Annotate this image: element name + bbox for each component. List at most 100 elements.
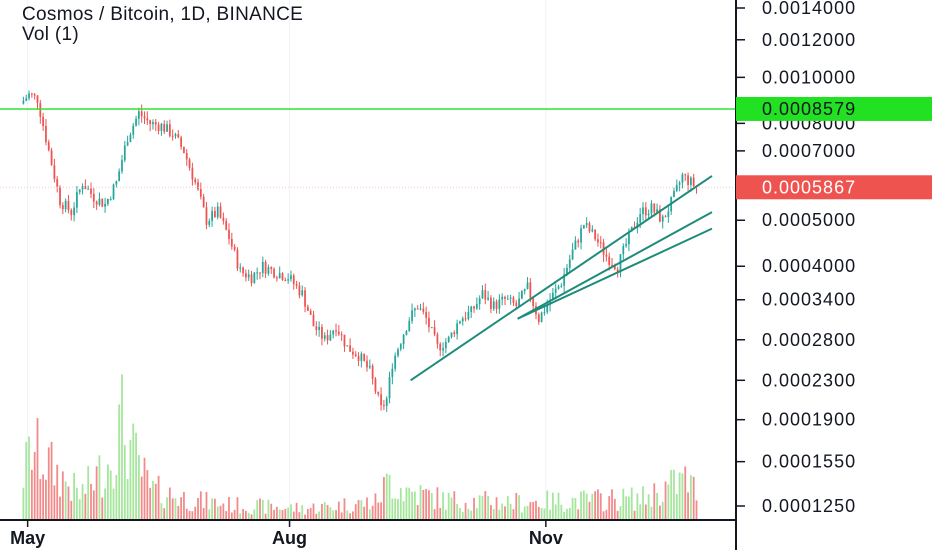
- volume-bar: [540, 507, 543, 521]
- trendline-1[interactable]: [410, 175, 713, 382]
- candle-body: [484, 290, 487, 300]
- volume-bar: [140, 476, 143, 521]
- volume-bar: [337, 501, 340, 521]
- volume-bar: [197, 497, 199, 521]
- volume-bar: [464, 502, 467, 521]
- volume-bar: [177, 505, 180, 521]
- candle-body: [157, 124, 160, 131]
- volume-bar: [383, 477, 385, 521]
- candle-body: [515, 302, 518, 307]
- candle-body: [444, 341, 447, 349]
- volume-bar: [45, 479, 47, 521]
- candle-body: [267, 267, 270, 274]
- trendlines[interactable]: [410, 175, 713, 382]
- trendline-3[interactable]: [517, 227, 713, 320]
- candle-body: [597, 239, 599, 243]
- candle-body: [346, 345, 349, 347]
- price-tick-label: 0.0010000: [762, 67, 856, 87]
- volume-bar: [154, 483, 157, 521]
- volume-bar: [290, 504, 292, 521]
- candle-body: [678, 182, 681, 185]
- candle-body: [154, 122, 157, 125]
- support-level-badge-label: 0.0008579: [762, 99, 856, 119]
- candle-body: [422, 308, 425, 312]
- candle-body: [216, 206, 219, 217]
- candle-body: [343, 334, 346, 347]
- volume-bar: [281, 510, 284, 521]
- volume-bar: [228, 496, 230, 521]
- volume-bar: [98, 455, 101, 521]
- candle-body: [628, 231, 630, 245]
- candle-body: [222, 217, 225, 221]
- candle-body: [622, 245, 625, 255]
- volume-bar: [194, 506, 197, 521]
- volume-bar: [95, 466, 98, 521]
- volume-bar: [490, 505, 492, 521]
- candle-body: [104, 203, 106, 207]
- volume-bar: [526, 505, 529, 521]
- candle-body: [377, 391, 380, 395]
- candle-body: [256, 272, 259, 274]
- volume-bar: [650, 506, 653, 521]
- volume-bar: [28, 436, 30, 521]
- volume-bar: [636, 493, 639, 521]
- price-tick-label: 0.0002300: [762, 370, 856, 390]
- candle-body: [214, 211, 216, 217]
- candle-body: [315, 326, 318, 330]
- candle-body: [185, 152, 188, 160]
- volume-bar: [250, 514, 253, 521]
- volume-bar: [625, 496, 627, 521]
- candle-body: [47, 142, 50, 151]
- volume-bar: [42, 474, 45, 521]
- candles: [22, 90, 698, 412]
- candle-body: [521, 291, 523, 299]
- volume-bar: [329, 507, 332, 521]
- candle-body: [304, 290, 306, 307]
- candle-body: [540, 312, 543, 323]
- candle-body: [298, 285, 301, 296]
- volume-bar: [647, 494, 650, 521]
- candle-body: [81, 186, 84, 190]
- candle-body: [402, 334, 405, 345]
- price-tick-label: 0.0014000: [762, 0, 856, 18]
- volume-bar: [202, 507, 205, 521]
- candle-body: [67, 200, 70, 211]
- candle-body: [278, 273, 281, 279]
- volume-bar: [577, 509, 580, 521]
- volume-bar: [132, 423, 135, 521]
- candle-body: [326, 335, 329, 341]
- trendline-2[interactable]: [517, 211, 713, 320]
- volume-bar: [512, 509, 515, 521]
- candle-body: [50, 150, 53, 166]
- candle-body: [64, 200, 67, 210]
- volume-bar: [309, 508, 312, 521]
- candle-body: [523, 288, 526, 292]
- volume-bar: [335, 510, 337, 521]
- candle-body: [357, 356, 360, 361]
- candle-body: [574, 240, 577, 250]
- candle-body: [419, 308, 422, 310]
- price-axis[interactable]: 0.00140000.00120000.00100000.00080000.00…: [735, 0, 856, 550]
- candle-body: [388, 376, 391, 399]
- volume-bar: [664, 481, 667, 521]
- volume-bar: [115, 474, 118, 521]
- candle-body: [675, 184, 678, 192]
- volume-bar: [442, 492, 444, 521]
- volume-bar: [523, 506, 526, 521]
- candle-body: [425, 311, 428, 318]
- time-axis[interactable]: May Aug Nov: [0, 519, 736, 548]
- volume-bar: [306, 508, 309, 521]
- volume-bar: [112, 488, 115, 521]
- candle-body: [270, 267, 273, 269]
- volume-bar: [273, 509, 275, 521]
- volume-bar: [104, 488, 106, 521]
- candle-body: [428, 317, 430, 328]
- candle-body: [287, 279, 290, 281]
- candle-body: [146, 118, 149, 121]
- candle-body: [470, 306, 473, 312]
- candle-body: [647, 213, 650, 216]
- candle-body: [245, 273, 247, 278]
- candle-body: [101, 198, 104, 207]
- volume-bar: [146, 470, 149, 521]
